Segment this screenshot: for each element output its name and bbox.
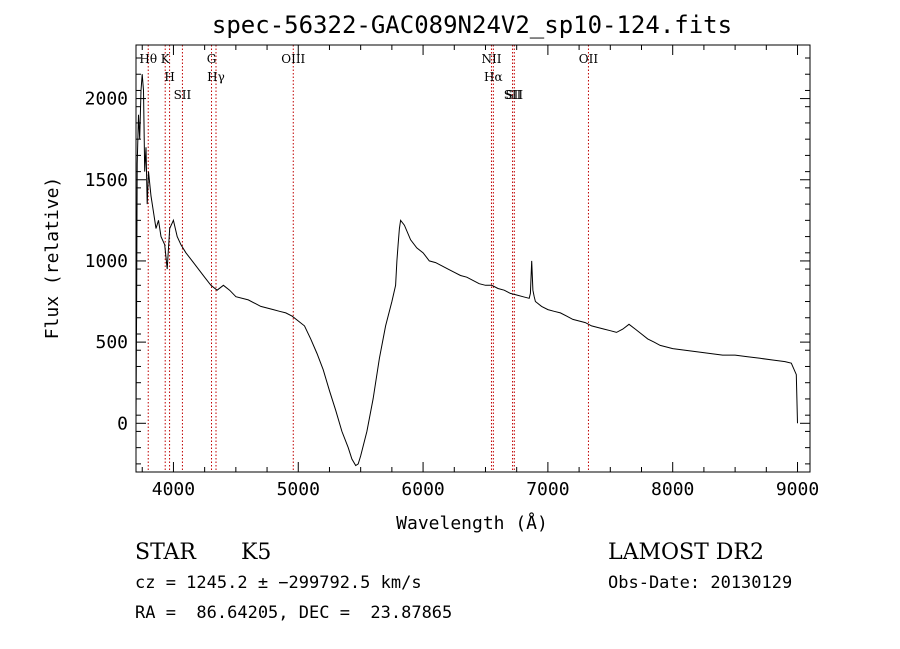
x-tick-label: 8000 — [651, 479, 694, 500]
y-tick-label: 500 — [95, 332, 128, 353]
spectral-line-label: NII — [481, 52, 501, 66]
spectral-line-label: SII — [504, 88, 522, 102]
plot-frame — [135, 44, 811, 473]
y-tick-label: 0 — [117, 413, 128, 434]
spectral-line-label: G — [207, 52, 217, 66]
x-axis-label: Wavelength (Å) — [396, 512, 548, 534]
x-axis: 4000 5000 6000 7000 8000 9000 — [141, 45, 819, 500]
x-tick-label: 9000 — [776, 479, 819, 500]
y-axis: 0 500 1000 1500 2000 — [85, 57, 810, 465]
subclass-label: K5 — [241, 540, 272, 565]
spectral-line-label: Hγ — [207, 70, 225, 84]
spectral-line-label: OII — [579, 52, 599, 66]
survey-label: LAMOST DR2 — [608, 540, 764, 565]
x-tick-label: 5000 — [277, 479, 320, 500]
y-tick-label: 2000 — [85, 89, 128, 110]
spectral-line-label: Hθ — [139, 52, 157, 66]
coordinates-readout: RA = 86.64205, DEC = 23.87865 — [135, 603, 453, 623]
spectral-lines — [147, 45, 589, 472]
class-label: STAR — [135, 540, 196, 565]
chart-title: spec-56322-GAC089N24V2_sp10-124.fits — [212, 11, 732, 39]
y-tick-label: 1500 — [85, 170, 128, 191]
spectral-line-label: OIII — [281, 52, 305, 66]
spectral-line-label: H — [164, 70, 174, 84]
spectral-line-label: SII — [505, 88, 523, 102]
x-tick-label: 4000 — [152, 479, 195, 500]
spectrum-series — [135, 74, 798, 467]
x-tick-label: 7000 — [526, 479, 569, 500]
y-axis-label: Flux (relative) — [42, 177, 63, 340]
obs-date-readout: Obs-Date: 20130129 — [608, 573, 793, 593]
spectral-line-label: Hα — [484, 70, 503, 84]
spectral-line-label: SII — [174, 88, 192, 102]
y-tick-label: 1000 — [85, 251, 128, 272]
x-tick-label: 6000 — [401, 479, 444, 500]
redshift-readout: cz = 1245.2 ± −299792.5 km/s — [135, 573, 422, 593]
spectral-line-label: K — [161, 52, 171, 66]
